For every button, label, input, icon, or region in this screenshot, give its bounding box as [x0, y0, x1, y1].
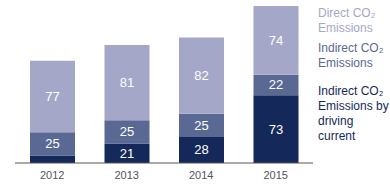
svg-text:2012: 2012 — [40, 169, 64, 181]
svg-text:73: 73 — [269, 122, 283, 137]
svg-text:21: 21 — [120, 146, 134, 161]
svg-text:28: 28 — [194, 142, 208, 157]
svg-text:2014: 2014 — [189, 169, 213, 181]
svg-text:74: 74 — [269, 33, 283, 48]
html-text:Direct CO₂ Emissions: Direct CO₂ Emissions — [318, 6, 376, 35]
svg-text:22: 22 — [269, 77, 283, 92]
svg-text:2015: 2015 — [264, 169, 288, 181]
svg-text:25: 25 — [45, 136, 59, 151]
svg-text:25: 25 — [120, 124, 134, 139]
html-text:Indirect CO₂ Emissions by driv: Indirect CO₂ Emissions by driving curren… — [318, 84, 389, 143]
svg-text:77: 77 — [45, 89, 59, 104]
svg-text:82: 82 — [194, 68, 208, 83]
svg-text:81: 81 — [120, 75, 134, 90]
html-text:Indirect CO₂ Emissions: Indirect CO₂ Emissions — [318, 41, 384, 70]
svg-text:2013: 2013 — [115, 169, 139, 181]
svg-text:25: 25 — [194, 118, 208, 133]
